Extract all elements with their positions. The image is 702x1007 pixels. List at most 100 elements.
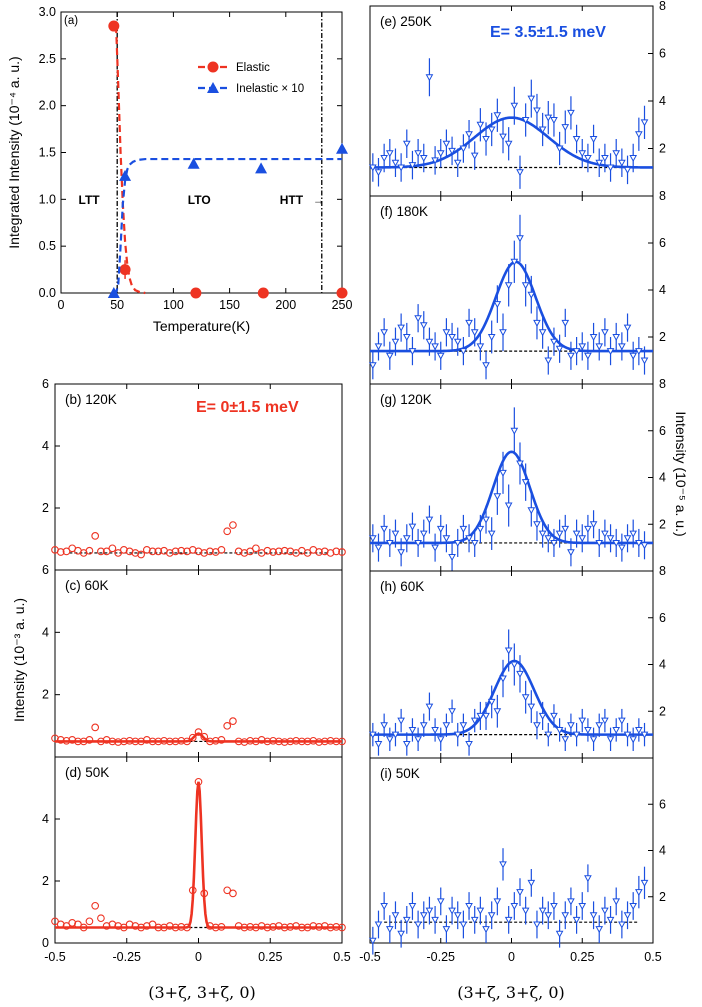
data-point (623, 166, 632, 174)
data-point (465, 319, 473, 327)
data-point (442, 535, 451, 543)
data-point (618, 717, 626, 725)
y-tick-label: 8 (659, 189, 666, 203)
data-point (431, 916, 439, 924)
x-tick-label: 0 (508, 950, 515, 964)
data-point (91, 723, 100, 732)
data-point (453, 338, 462, 346)
data-point (578, 535, 587, 543)
data-point (431, 726, 439, 734)
data-point (448, 907, 456, 915)
data-point (567, 549, 575, 557)
data-point (555, 726, 564, 734)
data-point (374, 544, 383, 552)
data-point (448, 553, 456, 562)
data-point (368, 731, 377, 739)
data-point (499, 133, 507, 141)
data-point (640, 542, 649, 550)
data-point (269, 548, 277, 556)
y-tick-label: 2 (659, 704, 666, 718)
data-point (493, 708, 502, 716)
data-point (629, 155, 638, 163)
data-point (623, 912, 632, 920)
data-point (402, 140, 411, 148)
data-point (297, 737, 306, 746)
data-point (470, 329, 479, 337)
data-point (453, 159, 462, 167)
data-point (148, 920, 157, 929)
data-point (280, 546, 289, 555)
data-point (516, 460, 524, 468)
data-point (246, 736, 255, 745)
data-point (385, 926, 394, 934)
data-point (97, 914, 105, 923)
data-point (397, 549, 405, 557)
data-point (108, 737, 117, 746)
data-point (589, 136, 598, 144)
data-point-elastic (108, 20, 120, 32)
data-point (74, 737, 82, 746)
data-point (465, 903, 473, 911)
data-point (487, 912, 496, 920)
data-point (561, 124, 570, 132)
panel-label: (h) 60K (380, 579, 424, 594)
data-point (555, 345, 564, 353)
data-point (402, 535, 411, 543)
data-point (504, 502, 513, 510)
y-tick-label: 4 (659, 283, 666, 297)
x-tick-label: 100 (163, 298, 184, 312)
data-point (206, 547, 214, 556)
data-point (380, 329, 388, 337)
data-point (618, 921, 626, 929)
y-tick-label: 1.5 (39, 146, 56, 160)
y-tick-label: 0.0 (39, 286, 56, 300)
data-point (584, 726, 592, 734)
data-point (550, 903, 558, 911)
data-point (589, 912, 598, 920)
data-point (589, 736, 598, 744)
data-point (510, 102, 519, 110)
data-point (425, 338, 434, 346)
data-point (504, 916, 513, 924)
data-point (578, 150, 587, 158)
x-tick-label: 0.25 (258, 950, 282, 964)
y-tick-label: 2.5 (39, 52, 56, 66)
data-point (252, 544, 260, 553)
data-point (246, 547, 255, 556)
data-point (527, 291, 536, 299)
data-point (385, 150, 394, 158)
right-y-axis-label: Intensity (10⁻⁵ a. u.) (673, 411, 689, 536)
data-point (391, 530, 400, 538)
data-point (623, 535, 632, 543)
data-point (612, 334, 621, 342)
data-point (229, 521, 237, 529)
data-point (578, 903, 587, 911)
y-tick-label: 2 (659, 890, 666, 904)
x-tick-label: 250 (332, 298, 353, 312)
data-point (465, 740, 473, 749)
data-point (476, 343, 485, 351)
data-point (183, 737, 191, 746)
data-point (229, 717, 237, 726)
data-point (263, 546, 272, 555)
data-point (380, 903, 388, 911)
data-point (431, 544, 439, 552)
data-point (246, 923, 255, 931)
y-tick-label: 2 (42, 688, 49, 702)
data-point (200, 732, 209, 741)
data-point (397, 164, 405, 172)
data-point (601, 907, 609, 915)
data-point (550, 539, 558, 547)
data-point (584, 525, 592, 533)
data-point (183, 923, 191, 932)
data-point (493, 112, 502, 120)
data-point (114, 738, 122, 746)
y-tick-label: 4 (659, 94, 666, 108)
data-point (275, 547, 283, 556)
data-point (453, 731, 462, 739)
data-point (482, 926, 490, 934)
data-point (544, 114, 553, 122)
data-point (499, 469, 507, 477)
data-point (487, 698, 496, 706)
